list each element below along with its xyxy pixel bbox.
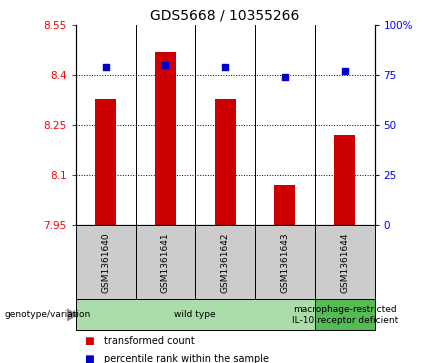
Bar [215, 99, 236, 225]
Text: GSM1361641: GSM1361641 [161, 232, 170, 293]
Text: GSM1361640: GSM1361640 [101, 232, 110, 293]
Point [222, 64, 229, 70]
Text: macrophage-restricted
IL-10 receptor deficient: macrophage-restricted IL-10 receptor def… [291, 305, 398, 325]
Text: ■: ■ [84, 354, 94, 363]
Bar [334, 135, 355, 225]
Text: GSM1361644: GSM1361644 [340, 232, 349, 293]
Text: GSM1361643: GSM1361643 [281, 232, 289, 293]
Polygon shape [67, 309, 78, 322]
Text: transformed count: transformed count [104, 336, 195, 346]
Title: GDS5668 / 10355266: GDS5668 / 10355266 [151, 9, 300, 23]
Point [341, 68, 348, 74]
Text: percentile rank within the sample: percentile rank within the sample [104, 354, 269, 363]
Bar [155, 52, 176, 225]
Bar [275, 185, 295, 225]
Text: ■: ■ [84, 336, 94, 346]
Point [281, 74, 288, 80]
Text: GSM1361642: GSM1361642 [221, 232, 229, 293]
Text: wild type: wild type [174, 310, 216, 319]
Point [162, 62, 169, 68]
Text: genotype/variation: genotype/variation [4, 310, 90, 319]
Point [102, 64, 109, 70]
Bar [95, 99, 116, 225]
